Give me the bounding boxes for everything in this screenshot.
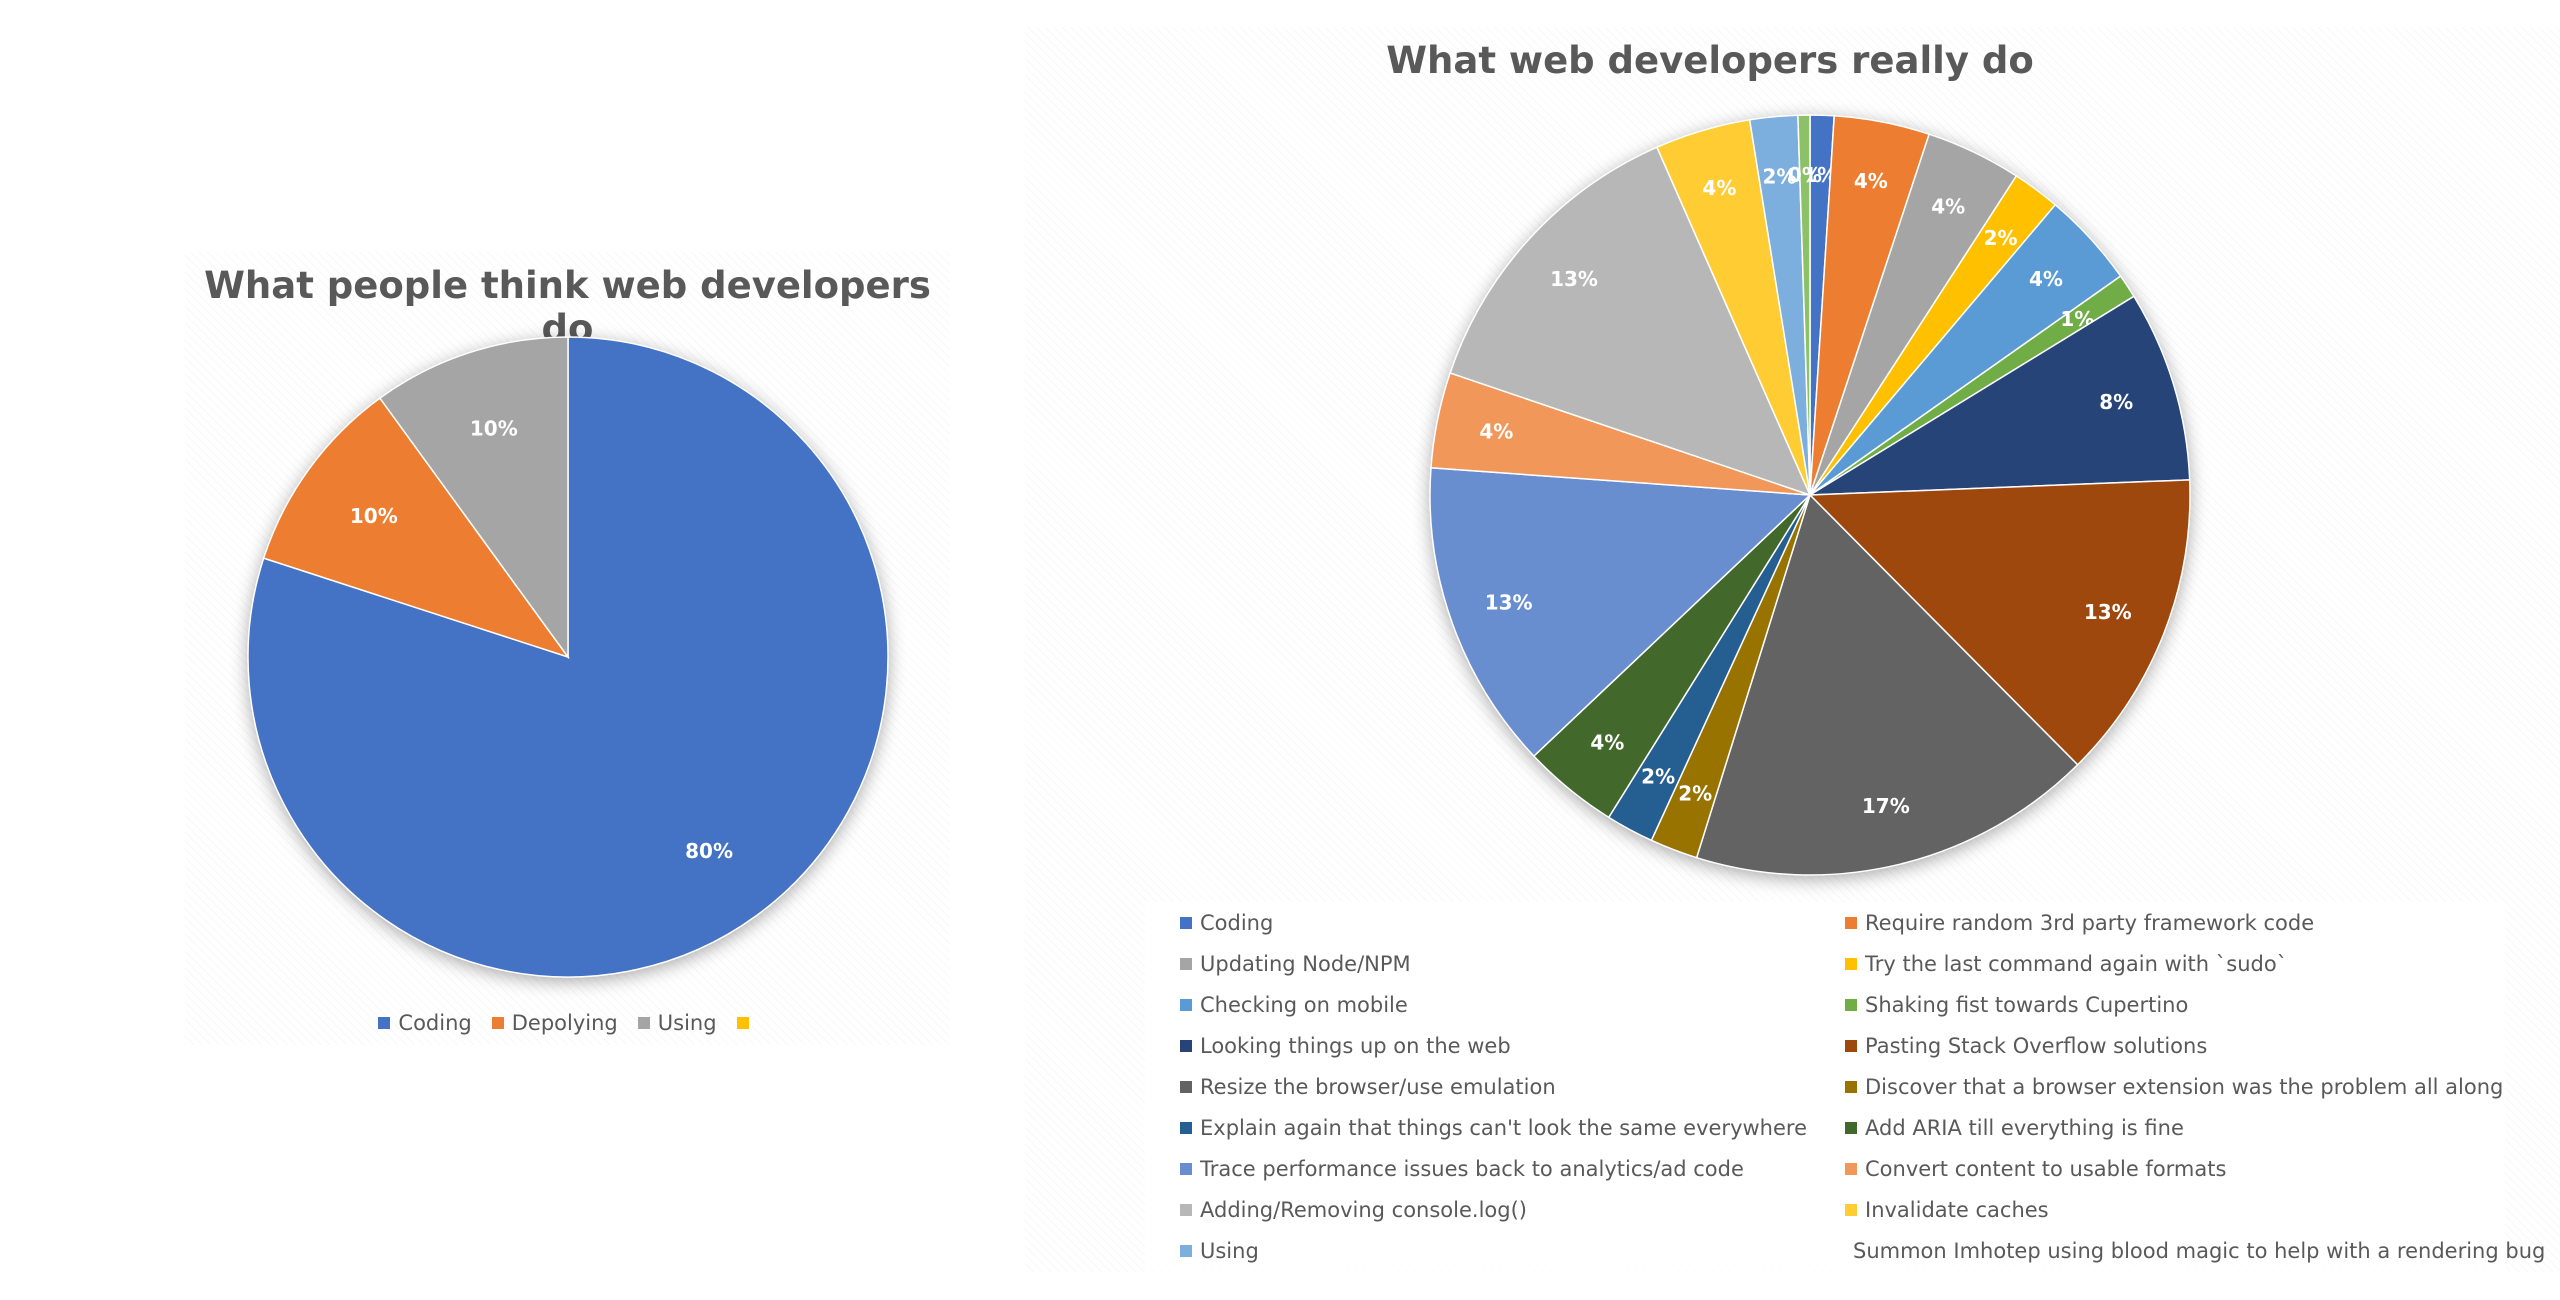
data-label: 4% bbox=[1931, 194, 1965, 218]
legend-label: Add ARIA till everything is fine bbox=[1865, 1115, 2184, 1140]
legend-swatch bbox=[736, 1017, 749, 1029]
legend-item: Adding/Removing console.log() bbox=[1145, 1189, 1810, 1230]
legend-item: Coding bbox=[1145, 902, 1810, 943]
legend-label: Using bbox=[657, 1011, 717, 1035]
legend-label: Coding bbox=[1200, 910, 1274, 935]
pie-slice-pasting-stack-overflow-solutions bbox=[1808, 479, 2191, 766]
data-label: 4% bbox=[1590, 731, 1624, 755]
pie-chart-left: 80% 10% 10% bbox=[247, 336, 889, 981]
legend-item: Looking things up on the web bbox=[1145, 1025, 1810, 1066]
legend-item: Updating Node/NPM bbox=[1145, 943, 1810, 984]
legend-item: Shaking fist towards Cupertino bbox=[1810, 984, 2505, 1025]
legend-label: Convert content to usable formats bbox=[1865, 1156, 2227, 1181]
legend-label: Using bbox=[1200, 1238, 1259, 1263]
legend-label: Summon Imhotep using blood magic to help… bbox=[1853, 1238, 2546, 1263]
legend-swatch bbox=[1180, 957, 1192, 970]
legend-swatch bbox=[637, 1017, 650, 1029]
legend-swatch bbox=[1845, 916, 1857, 929]
data-label: 4% bbox=[1479, 420, 1513, 444]
legend-label: Updating Node/NPM bbox=[1200, 951, 1411, 976]
data-label: 2% bbox=[1678, 782, 1712, 806]
legend-swatch bbox=[1845, 1121, 1857, 1134]
data-label: 4% bbox=[1702, 176, 1736, 200]
legend-swatch bbox=[1180, 1080, 1192, 1093]
legend-label: Explain again that things can't look the… bbox=[1200, 1115, 1807, 1140]
pie-slice-summon-imhotep-using-blood-magic-to-help-with-a-rendering-bug bbox=[1797, 114, 1811, 496]
chart-title-right: What web developers really do bbox=[1386, 39, 2034, 82]
legend-label: Discover that a browser extension was th… bbox=[1865, 1074, 2504, 1099]
legend-item bbox=[736, 1011, 757, 1035]
data-label: 80% bbox=[685, 839, 733, 863]
legend-swatch bbox=[1845, 998, 1857, 1011]
legend-swatch bbox=[1845, 1162, 1857, 1175]
legend-label: Pasting Stack Overflow solutions bbox=[1865, 1033, 2208, 1058]
legend-swatch bbox=[378, 1017, 391, 1029]
chart-left-panel: What people think web developers do 80% 1… bbox=[185, 252, 950, 1045]
pie-slice-depolying bbox=[262, 397, 570, 659]
legend-left: Coding Depolying Using bbox=[185, 1011, 950, 1035]
data-label: 2% bbox=[1984, 226, 2018, 250]
data-label: 10% bbox=[470, 417, 518, 441]
legend-label: Shaking fist towards Cupertino bbox=[1865, 992, 2189, 1017]
legend-swatch bbox=[1845, 1080, 1857, 1093]
pie-slice-resize-the-browser-use-emulation bbox=[1695, 493, 2079, 876]
legend-swatch bbox=[491, 1017, 504, 1029]
legend-item: Coding bbox=[378, 1011, 472, 1035]
data-label: 13% bbox=[1485, 591, 1533, 615]
legend-swatch bbox=[1180, 916, 1192, 929]
legend-item: Convert content to usable formats bbox=[1810, 1148, 2505, 1189]
data-label: 2% bbox=[1762, 164, 1796, 188]
legend-item: Resize the browser/use emulation bbox=[1145, 1066, 1810, 1107]
legend-label: Coding bbox=[398, 1011, 472, 1035]
legend-swatch bbox=[1180, 1121, 1192, 1134]
legend-swatch bbox=[1845, 1039, 1857, 1052]
data-label: 4% bbox=[1854, 169, 1888, 193]
pie-slice-adding-removing-console-log bbox=[1449, 146, 1812, 497]
legend-item: Pasting Stack Overflow solutions bbox=[1810, 1025, 2505, 1066]
legend-swatch bbox=[1180, 1244, 1192, 1257]
legend-item: Discover that a browser extension was th… bbox=[1810, 1066, 2505, 1107]
data-label: 2% bbox=[1641, 765, 1675, 789]
legend-item: Invalidate caches bbox=[1810, 1189, 2505, 1230]
legend-item: Checking on mobile bbox=[1145, 984, 1810, 1025]
legend-item: Explain again that things can't look the… bbox=[1145, 1107, 1810, 1148]
legend-item: Trace performance issues back to analyti… bbox=[1145, 1148, 1810, 1189]
data-label: 13% bbox=[1550, 267, 1598, 291]
legend-label: Trace performance issues back to analyti… bbox=[1200, 1156, 1744, 1181]
legend-label: Depolying bbox=[511, 1011, 618, 1035]
legend-item: Using bbox=[1145, 1230, 1810, 1271]
legend-swatch bbox=[1180, 1162, 1192, 1175]
legend-swatch bbox=[1180, 998, 1192, 1011]
pie-slice-trace-performance-issues-back-to-analytics-ad-code bbox=[1429, 466, 1812, 758]
data-label: 13% bbox=[2084, 600, 2132, 624]
legend-swatch bbox=[1180, 1039, 1192, 1052]
legend-swatch bbox=[1845, 957, 1857, 970]
legend-item: Require random 3rd party framework code bbox=[1810, 902, 2505, 943]
data-label: 4% bbox=[2029, 267, 2063, 291]
legend-swatch bbox=[1180, 1203, 1192, 1216]
data-label: 17% bbox=[1862, 794, 1910, 818]
chart-right-panel: What web developers really do 1% 4% 4% 2% 4%… bbox=[1025, 27, 2560, 1272]
pie-slice-using bbox=[378, 336, 569, 660]
legend-swatch bbox=[1845, 1203, 1857, 1216]
legend-label: Resize the browser/use emulation bbox=[1200, 1074, 1556, 1099]
legend-item: Using bbox=[637, 1011, 717, 1035]
chart-title-left: What people think web developers do bbox=[204, 264, 931, 350]
legend-label: Invalidate caches bbox=[1865, 1197, 2049, 1222]
legend-right: Coding Require random 3rd party framework… bbox=[1145, 902, 2545, 1271]
legend-label: Looking things up on the web bbox=[1200, 1033, 1511, 1058]
pie-chart-right: 1% 4%4%2%4%1%8%13%17%2%2%4%13%4%13%4% 2%0% bbox=[1429, 114, 2191, 879]
legend-item: Depolying bbox=[491, 1011, 618, 1035]
data-label: 8% bbox=[2099, 390, 2133, 414]
legend-item: Summon Imhotep using blood magic to help… bbox=[1810, 1230, 2545, 1271]
legend-item: Try the last command again with `sudo` bbox=[1810, 943, 2505, 984]
legend-label: Checking on mobile bbox=[1200, 992, 1408, 1017]
legend-label: Adding/Removing console.log() bbox=[1200, 1197, 1527, 1222]
data-label: 0% bbox=[1788, 163, 1822, 187]
pie-slice-looking-things-up-on-the-web bbox=[1807, 295, 2191, 496]
legend-label: Try the last command again with `sudo` bbox=[1865, 951, 2288, 976]
legend-label: Require random 3rd party framework code bbox=[1865, 910, 2315, 935]
data-label: 10% bbox=[350, 504, 398, 528]
legend-item: Add ARIA till everything is fine bbox=[1810, 1107, 2505, 1148]
